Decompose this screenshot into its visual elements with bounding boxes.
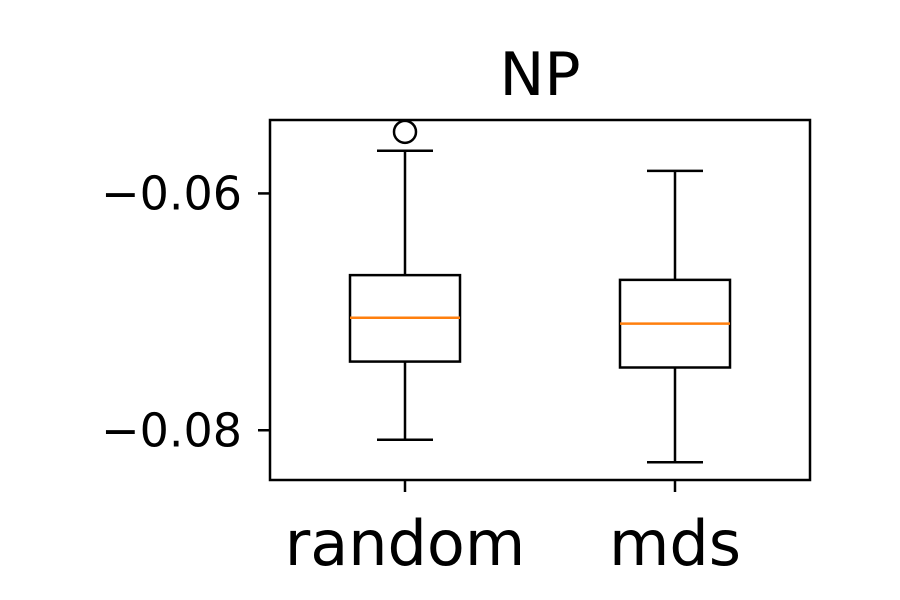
y-tick-label: −0.06 — [101, 166, 242, 220]
outlier-point — [392, 119, 418, 145]
chart-title: NP — [499, 40, 580, 110]
plot-area-frame — [268, 118, 812, 482]
y-tick-label: −0.08 — [101, 403, 242, 457]
x-tick-label: random — [285, 507, 525, 580]
chart-marks: random mds −0.08 −0.06 — [101, 119, 741, 580]
x-tick-label: mds — [609, 507, 741, 580]
